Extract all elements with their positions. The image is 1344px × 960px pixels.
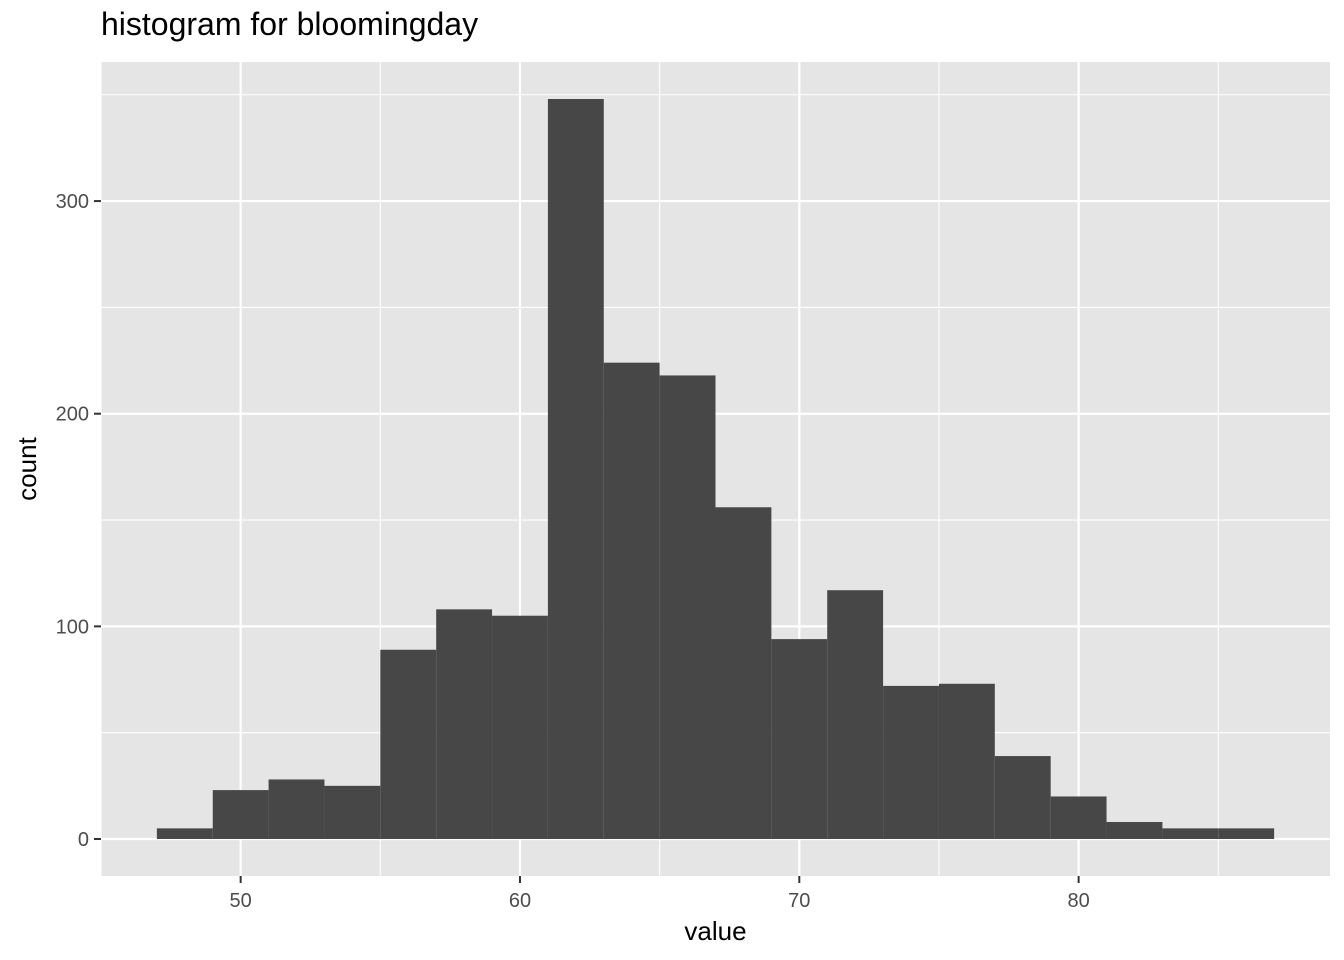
histogram-bar	[380, 649, 437, 839]
histogram-bar	[659, 375, 716, 839]
histogram-bar	[883, 685, 939, 839]
y-tick-label: 0	[78, 829, 89, 851]
histogram-bar	[1162, 828, 1219, 839]
y-tick-label: 100	[56, 616, 89, 638]
y-axis-title: count	[12, 436, 42, 500]
histogram-bar	[938, 683, 995, 839]
histogram-bar	[1050, 796, 1107, 839]
x-axis: 50 60 70 80	[230, 876, 1090, 912]
histogram-bar	[547, 99, 604, 839]
x-tick-label: 50	[230, 890, 252, 912]
x-tick-label: 80	[1067, 890, 1089, 912]
histogram-bar	[827, 590, 884, 839]
histogram-bar	[324, 785, 381, 839]
histogram-bar	[715, 507, 772, 839]
histogram-bar	[994, 756, 1051, 839]
histogram-bar	[156, 828, 213, 839]
histogram-bar	[1106, 821, 1163, 839]
y-tick-label: 300	[56, 191, 89, 213]
x-tick-label: 70	[788, 890, 810, 912]
histogram-bar	[436, 609, 493, 839]
histogram-bar	[268, 779, 325, 839]
x-tick-label: 60	[509, 890, 531, 912]
histogram-bar	[1218, 828, 1275, 839]
chart-title: histogram for bloomingday	[101, 6, 479, 42]
y-tick-label: 200	[56, 404, 89, 426]
y-axis: 0 100 200 300	[56, 191, 101, 851]
histogram-bar	[492, 615, 548, 839]
histogram-bar	[771, 639, 828, 839]
histogram-bar	[212, 790, 269, 839]
x-axis-title: value	[684, 916, 746, 946]
bars	[156, 99, 1275, 839]
histogram-bar	[603, 362, 660, 839]
